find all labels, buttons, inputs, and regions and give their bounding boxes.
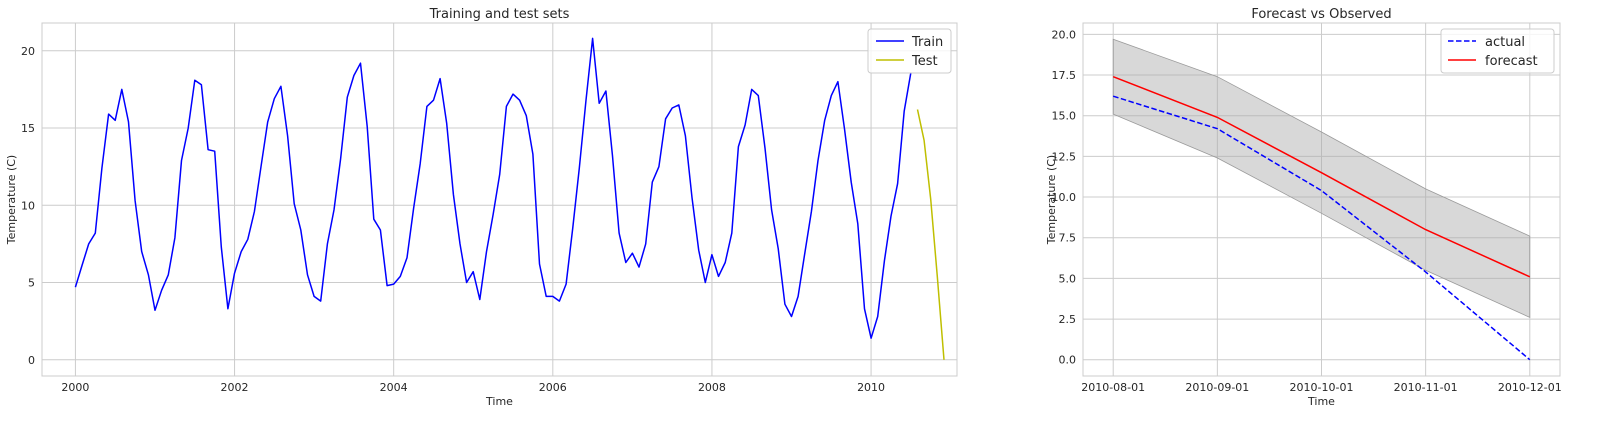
y-tick-label: 15.0 (1052, 110, 1077, 123)
x-tick-label: 2010 (857, 381, 885, 394)
series-line-test (916, 109, 945, 360)
x-tick-label: 2004 (380, 381, 408, 394)
x-tick-label: 2010-12-01 (1498, 381, 1562, 394)
x-tick-label: 2010-10-01 (1290, 381, 1354, 394)
y-tick-label: 5.0 (1059, 272, 1077, 285)
legend-label-forecast: forecast (1485, 54, 1538, 69)
y-axis-label: Temperature (C) (1045, 155, 1058, 245)
x-tick-label: 2010-08-01 (1081, 381, 1145, 394)
y-tick-label: 7.5 (1059, 232, 1077, 245)
series-line-forecast (1112, 76, 1531, 278)
x-tick-label: 2002 (221, 381, 249, 394)
chart-title: Forecast vs Observed (1251, 7, 1391, 22)
x-tick-label: 2008 (698, 381, 726, 394)
series-line-train (74, 37, 912, 339)
plot-area (41, 22, 958, 377)
y-tick-label: 15 (21, 122, 35, 135)
confidence-interval-band (1112, 38, 1531, 319)
legend: actual forecast (1440, 28, 1555, 74)
legend-label-test: Test (911, 54, 938, 69)
legend-box (1440, 28, 1555, 74)
x-tick-label: 2000 (61, 381, 89, 394)
series-line-actual (1112, 95, 1531, 361)
y-tick-label: 10.0 (1052, 191, 1077, 204)
y-tick-label: 10 (21, 199, 35, 212)
x-axis-label: Time (485, 395, 513, 408)
y-tick-label: 17.5 (1052, 69, 1077, 82)
training-test-chart: 2000 2002 2004 2006 2008 2010 0 5 10 15 20 Training… (5, 7, 958, 408)
legend: Train Test (867, 28, 952, 74)
x-tick-label: 2010-09-01 (1185, 381, 1249, 394)
legend-label-train: Train (911, 35, 943, 50)
x-tick-label: 2010-11-01 (1394, 381, 1458, 394)
y-tick-label: 0 (28, 354, 35, 367)
y-tick-label: 12.5 (1052, 150, 1077, 163)
x-axis-label: Time (1307, 395, 1335, 408)
chart-title: Training and test sets (429, 7, 570, 22)
y-tick-label: 20 (21, 45, 35, 58)
y-tick-label: 0.0 (1059, 354, 1077, 367)
y-tick-label: 5 (28, 277, 35, 290)
y-tick-label: 20.0 (1052, 28, 1077, 41)
legend-box (867, 28, 952, 74)
forecast-vs-observed-chart: 2010-08-01 2010-09-01 2010-10-01 2010-11-01… (1045, 7, 1562, 408)
legend-label-actual: actual (1485, 35, 1525, 50)
y-axis-label: Temperature (C) (5, 155, 18, 245)
y-tick-label: 2.5 (1059, 313, 1077, 326)
x-tick-label: 2006 (539, 381, 567, 394)
